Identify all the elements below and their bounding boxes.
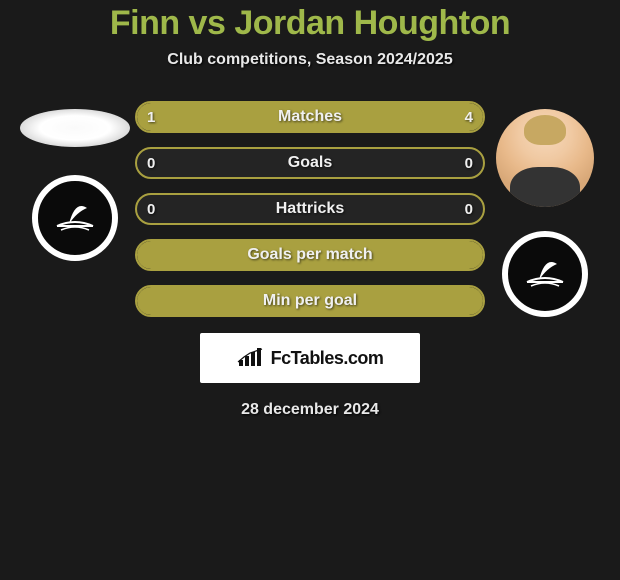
infographic-root: Finn vs Jordan Houghton Club competition…	[0, 0, 620, 419]
date-label: 28 december 2024	[0, 401, 620, 419]
brand-watermark: FcTables.com	[200, 333, 420, 383]
player-right-column	[485, 101, 605, 317]
player-right-club-crest	[502, 231, 588, 317]
player-left-club-crest	[32, 175, 118, 261]
stat-label: Hattricks	[137, 195, 483, 223]
plymouth-crest-icon	[517, 246, 573, 302]
stat-label: Matches	[137, 103, 483, 131]
player-right-avatar	[496, 109, 594, 207]
stat-bar: 14Matches	[135, 101, 485, 133]
brand-label: FcTables.com	[271, 348, 384, 369]
stat-label: Goals per match	[137, 241, 483, 269]
stat-bar: Min per goal	[135, 285, 485, 317]
subtitle: Club competitions, Season 2024/2025	[0, 51, 620, 69]
stat-label: Min per goal	[137, 287, 483, 315]
stat-bar: 00Hattricks	[135, 193, 485, 225]
stat-label: Goals	[137, 149, 483, 177]
stat-bar: 00Goals	[135, 147, 485, 179]
player-left-column	[15, 101, 135, 261]
stat-bar: Goals per match	[135, 239, 485, 271]
bar-chart-icon	[237, 348, 265, 368]
plymouth-crest-icon	[47, 190, 103, 246]
comparison-row: 14Matches 00Goals 00Hattricks Goals per mat…	[0, 101, 620, 317]
stats-bars: 14Matches 00Goals 00Hattricks Goals per mat…	[135, 101, 485, 317]
player-left-avatar	[20, 109, 130, 147]
page-title: Finn vs Jordan Houghton	[0, 4, 620, 43]
